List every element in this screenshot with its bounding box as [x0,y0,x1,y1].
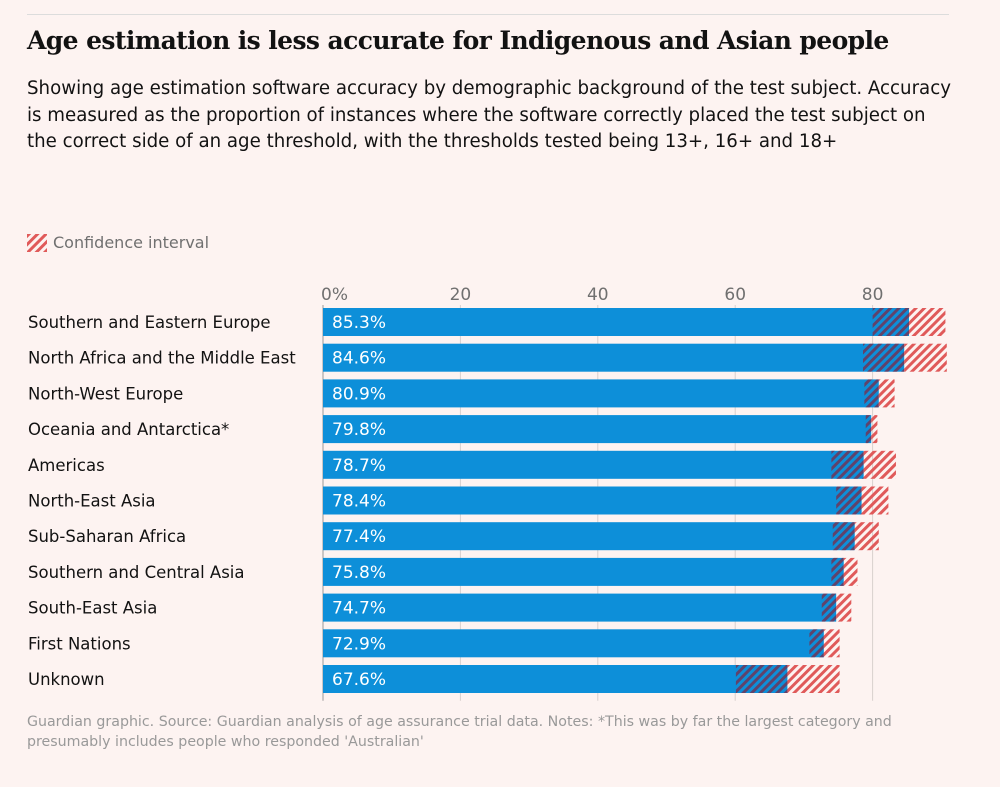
category-label: Americas [28,456,105,475]
bar [323,522,855,551]
ci-lower-hatch [831,450,864,479]
bar [323,379,879,408]
category-label: Unknown [28,670,105,689]
bar [323,343,905,372]
value-label: 85.3% [332,313,386,333]
ci-upper-hatch [863,450,896,479]
chart-title: Age estimation is less accurate for Indi… [27,26,889,55]
bar-row: Americas 78.7% [28,450,896,479]
bar [323,557,844,586]
value-label: 75.8% [332,563,386,583]
category-label: North Africa and the Middle East [28,349,296,368]
ci-upper-hatch [823,629,840,658]
category-label: Oceania and Antarctica* [28,420,229,439]
category-label: South-East Asia [28,599,157,618]
value-label: 78.7% [332,456,386,476]
value-label: 84.6% [332,349,386,369]
ci-upper-hatch [871,415,878,444]
ci-upper-hatch [878,379,895,408]
bar [323,629,824,658]
bar-row: First Nations 72.9% [28,629,840,658]
ci-lower-hatch [865,415,872,444]
x-tick-label: 80 [862,285,884,305]
bar [323,415,872,444]
value-label: 67.6% [332,670,386,690]
footer-source-note: Guardian graphic. Source: Guardian analy… [27,714,892,750]
value-label: 77.4% [332,527,386,547]
ci-upper-hatch [904,343,947,372]
ci-lower-hatch [832,522,855,551]
ci-lower-hatch [831,557,844,586]
ci-upper-hatch [854,522,879,551]
category-label: Sub-Saharan Africa [28,527,186,546]
x-tick-label: 20 [450,285,472,305]
ci-upper-hatch [909,308,946,336]
top-rule [27,14,949,15]
bar-row: Sub-Saharan Africa 77.4% [28,522,879,551]
category-label: Southern and Eastern Europe [28,313,271,332]
bar-row: Oceania and Antarctica* 79.8% [28,415,878,444]
ci-upper-hatch [787,665,840,693]
bar-row: Southern and Eastern Europe 85.3% [28,308,946,336]
bar [323,665,788,693]
ci-upper-hatch [836,593,852,622]
ci-upper-hatch [861,486,889,515]
bar-row: North Africa and the Middle East 84.6% [28,343,947,372]
ci-lower-hatch [836,486,862,515]
category-label: North-East Asia [28,492,156,511]
ci-lower-hatch [864,379,879,408]
x-tick-label: 60 [724,285,746,305]
bar-row: North-East Asia 78.4% [28,486,889,515]
bar [323,486,862,515]
value-label: 78.4% [332,492,386,512]
ci-lower-hatch [872,308,910,336]
bar-row: Southern and Central Asia 75.8% [28,557,858,586]
legend: Confidence interval [27,233,209,252]
chart-subtitle: Showing age estimation software accuracy… [27,78,951,152]
bar [323,593,837,622]
value-label: 74.7% [332,599,386,619]
bar [323,308,910,336]
ci-lower-hatch [735,665,788,693]
bar [323,450,864,479]
value-label: 79.8% [332,420,386,440]
bar-row: Unknown 67.6% [28,665,840,693]
category-label: North-West Europe [28,384,183,403]
bar-row: South-East Asia 74.7% [28,593,852,622]
value-label: 72.9% [332,634,386,654]
category-label: First Nations [28,634,131,653]
confidence-interval-swatch-icon [27,233,47,252]
ci-lower-hatch [809,629,824,658]
legend-label: Confidence interval [53,233,210,252]
bar-row: North-West Europe 80.9% [28,379,895,408]
ci-lower-hatch [862,343,905,372]
value-label: 80.9% [332,384,386,404]
ci-lower-hatch [821,593,837,622]
x-tick-label: 40 [587,285,609,305]
ci-upper-hatch [843,557,858,586]
x-tick-label: 0% [321,285,348,305]
category-label: Southern and Central Asia [28,563,245,582]
